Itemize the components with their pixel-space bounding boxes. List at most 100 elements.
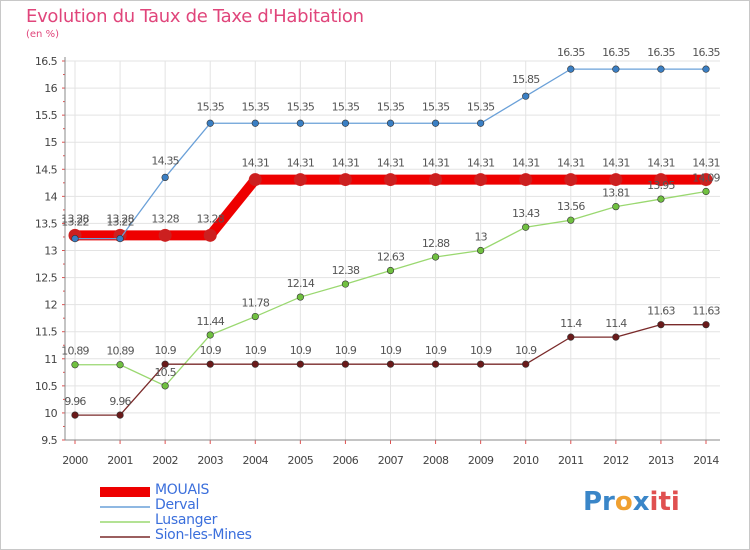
series-sion-les-mines <box>71 321 710 419</box>
data-point <box>386 119 395 127</box>
data-label: 14.31 <box>242 157 270 170</box>
y-tick-label: 14.5 <box>35 163 58 176</box>
x-tick-label: 2000 <box>62 454 88 467</box>
data-label: 11.44 <box>196 315 224 328</box>
legend-label: Lusanger <box>155 512 218 528</box>
data-point <box>341 119 350 127</box>
data-point <box>474 173 488 187</box>
y-tick-label: 14 <box>44 190 57 203</box>
data-label: 14.31 <box>332 157 360 170</box>
data-point <box>251 119 259 127</box>
data-label: 13.22 <box>106 216 134 229</box>
data-point <box>429 173 443 187</box>
data-label: 14.35 <box>151 154 179 167</box>
data-point <box>338 173 352 187</box>
data-label: 16.35 <box>647 46 675 59</box>
data-point <box>609 173 623 187</box>
data-label: 15.35 <box>242 100 270 113</box>
data-point <box>386 266 395 275</box>
data-point <box>567 333 575 341</box>
x-tick-label: 2001 <box>107 454 133 467</box>
data-point <box>431 253 440 261</box>
data-label: 15.35 <box>196 100 224 113</box>
data-point <box>161 360 169 368</box>
data-point <box>206 331 214 339</box>
data-label: 13.22 <box>61 216 89 229</box>
data-point <box>699 173 713 187</box>
data-label: 10.9 <box>200 344 222 357</box>
x-tick-label: 2013 <box>648 454 674 467</box>
x-tick-label: 2011 <box>558 454 584 467</box>
data-label: 9.96 <box>109 395 131 408</box>
data-label: 11.63 <box>692 305 720 318</box>
data-label: 12.63 <box>377 251 405 264</box>
y-tick-label: 12 <box>44 299 57 312</box>
data-label: 13.95 <box>647 179 675 192</box>
data-point <box>71 234 79 243</box>
x-tick-label: 2004 <box>242 454 268 467</box>
y-tick-label: 11 <box>44 353 57 366</box>
x-tick-label: 2007 <box>378 454 404 467</box>
data-label: 13.56 <box>557 200 585 213</box>
data-point <box>612 333 620 341</box>
data-label: 10.9 <box>290 344 312 357</box>
data-label: 13.28 <box>151 212 179 225</box>
series-derval <box>71 65 710 243</box>
chart-subtitle: (en %) <box>26 29 59 40</box>
x-tick-label: 2009 <box>468 454 494 467</box>
legend-label: MOUAIS <box>155 482 210 498</box>
data-point <box>567 65 575 73</box>
data-label: 14.31 <box>557 157 585 170</box>
data-point <box>431 119 440 127</box>
y-tick-label: 12.5 <box>35 272 58 285</box>
series-lusanger <box>71 187 710 390</box>
y-tick-label: 15.5 <box>35 109 58 122</box>
data-point <box>702 321 710 329</box>
data-point <box>564 173 578 187</box>
data-label: 14.31 <box>467 157 495 170</box>
data-label: 11.78 <box>242 297 270 310</box>
data-label: 14.31 <box>512 157 540 170</box>
data-point <box>71 411 79 419</box>
proxiti-logo: Proxiti <box>583 487 680 517</box>
data-label: 15.35 <box>332 100 360 113</box>
data-label: 11.4 <box>605 317 627 330</box>
data-label: 14.31 <box>647 157 675 170</box>
x-tick-label: 2012 <box>603 454 629 467</box>
data-label: 15.85 <box>512 73 540 86</box>
data-point <box>206 119 214 127</box>
y-tick-label: 13 <box>44 245 57 258</box>
data-point <box>251 360 259 368</box>
data-point <box>612 65 620 73</box>
data-label: 14.31 <box>377 157 405 170</box>
data-point <box>341 360 350 368</box>
x-tick-label: 2005 <box>288 454 314 467</box>
data-label: 13.28 <box>61 212 89 225</box>
data-point <box>161 173 169 182</box>
data-label: 16.35 <box>557 46 585 59</box>
data-point <box>248 173 262 187</box>
legend-swatch <box>100 506 150 508</box>
data-label: 10.9 <box>515 344 537 357</box>
y-tick-label: 16 <box>44 82 57 95</box>
data-point <box>657 65 665 73</box>
y-tick-label: 9.5 <box>41 434 57 447</box>
data-label: 13 <box>474 231 487 244</box>
data-label: 10.89 <box>106 345 134 358</box>
data-label: 14.31 <box>287 157 315 170</box>
data-point <box>296 119 304 127</box>
data-label: 13.28 <box>196 212 224 225</box>
data-label: 11.4 <box>560 317 582 330</box>
data-point <box>203 228 217 242</box>
data-point <box>612 203 620 211</box>
data-label: 15.35 <box>377 100 405 113</box>
data-label: 10.9 <box>154 344 176 357</box>
x-tick-label: 2010 <box>513 454 539 467</box>
x-tick-label: 2008 <box>423 454 449 467</box>
data-point <box>477 119 485 127</box>
data-label: 14.31 <box>422 157 450 170</box>
data-label: 14.09 <box>692 171 720 184</box>
data-point <box>522 92 530 100</box>
data-point <box>341 280 350 288</box>
data-point <box>657 321 665 329</box>
